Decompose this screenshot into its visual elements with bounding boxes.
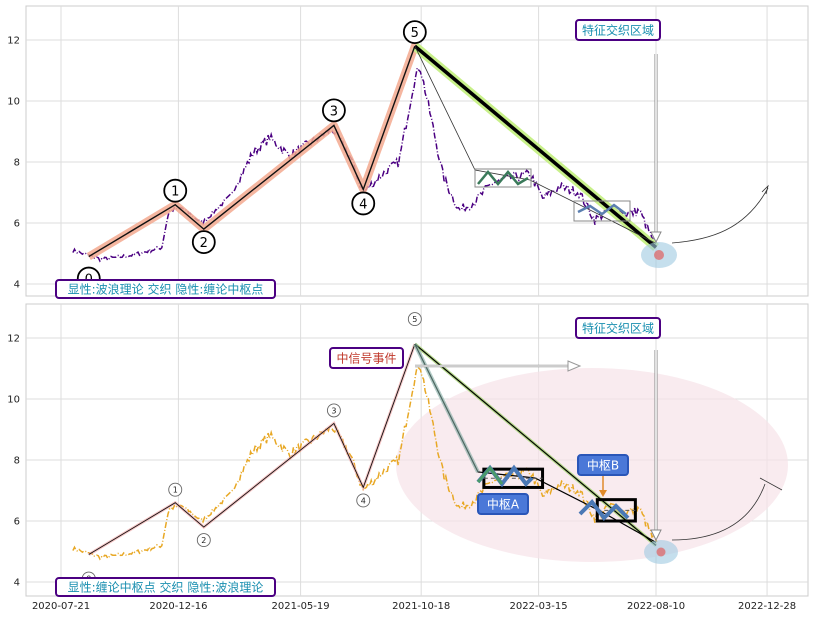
wave-label-circle <box>191 230 216 255</box>
pivot-zigzag-a <box>477 170 529 186</box>
pivot-zigzag-b <box>578 498 630 522</box>
panel-top: 4681012012345特征交织区域显性:波浪理论 交织 隐性:缠论中枢点 <box>7 5 809 299</box>
legend-label-box <box>55 577 276 597</box>
projection-arrowhead <box>761 184 769 195</box>
signal-event-label-text: 中信号事件 <box>336 351 396 366</box>
pivot-box-small-a <box>474 168 532 188</box>
projection-curve <box>671 483 766 541</box>
wave-small-circle <box>326 403 341 418</box>
y-tick-label: 4 <box>14 578 20 589</box>
wave-label-2: 2 <box>200 236 208 251</box>
y-tick-label: 6 <box>14 517 20 528</box>
x-tick-label: 2020-12-16 <box>149 601 207 612</box>
wave-label-circle <box>351 191 376 216</box>
y-tick-label: 8 <box>14 456 20 467</box>
wave-label-circle <box>322 98 346 123</box>
wave-label-circle <box>163 178 188 203</box>
y-tick-label: 8 <box>14 158 20 169</box>
panel-bottom: 4681012012345特征交织区域中信号事件中枢A中枢B显性:缠论中枢点 交… <box>7 303 809 597</box>
pivot-a-label-box <box>477 493 529 515</box>
signal-arrow-head <box>567 360 582 372</box>
x-tick-label: 2020-07-21 <box>32 601 90 612</box>
x-tick-label: 2022-12-28 <box>738 601 796 612</box>
x-tick-label: 2022-08-10 <box>627 601 685 612</box>
price-line <box>72 364 658 561</box>
secondary-line <box>414 45 657 244</box>
wave-small-label-2: 2 <box>201 536 206 545</box>
wave-small-circle <box>168 482 183 497</box>
feature-zone-label-box <box>575 19 661 41</box>
wave-small-circle <box>407 312 422 327</box>
pivot-zigzag-b <box>577 203 627 216</box>
wave-label-5: 5 <box>411 26 419 41</box>
y-tick-label: 12 <box>7 334 20 345</box>
feature-zone-label-text: 特征交织区域 <box>582 23 654 38</box>
wave-label-4: 4 <box>359 197 367 212</box>
wave-small-label-4: 4 <box>361 496 366 505</box>
y-tick-label: 4 <box>14 280 20 291</box>
pivot-b-label-text: 中枢B <box>587 458 619 473</box>
wave-5-leg <box>414 343 657 546</box>
wave-5-leg <box>413 44 658 249</box>
wave-line <box>88 45 416 258</box>
wave-line <box>88 343 416 555</box>
wave-label-1: 1 <box>171 185 179 200</box>
x-tick-label: 2021-10-18 <box>392 601 450 612</box>
wave-label-3: 3 <box>330 104 338 119</box>
projection-tick <box>759 477 783 491</box>
y-tick-label: 10 <box>7 395 20 406</box>
wave-small-circle <box>356 493 371 508</box>
legend-label-text: 显性:缠论中枢点 交织 隐性:波浪理论 <box>68 580 264 595</box>
feature-zone-label-text: 特征交织区域 <box>582 321 654 336</box>
wave-small-label-5: 5 <box>412 315 417 324</box>
wave-small-circle <box>196 533 211 548</box>
wave-small-label-1: 1 <box>173 486 178 495</box>
x-tick-label: 2021-05-19 <box>272 601 330 612</box>
signal-event-label-box <box>329 347 404 369</box>
pivot-b-label-box <box>577 454 629 476</box>
y-tick-label: 10 <box>7 97 20 108</box>
x-tick-label: 2022-03-15 <box>510 601 568 612</box>
target-dot <box>656 547 666 557</box>
legend-label-box <box>55 279 276 299</box>
projection-curve <box>671 187 769 244</box>
pivot-zigzag-a2 <box>476 465 504 485</box>
feature-arrow-head <box>650 231 662 244</box>
pivot-b-pointer-head <box>599 490 607 497</box>
legend-label-text: 显性:波浪理论 交织 隐性:缠论中枢点 <box>68 282 264 297</box>
plot-frame <box>25 5 809 297</box>
pivot-a-label-text: 中枢A <box>487 497 520 512</box>
feature-zone-label-box <box>575 317 661 339</box>
feature-arrow-head <box>650 529 662 542</box>
y-tick-label: 12 <box>7 36 20 47</box>
target-dot <box>654 250 664 260</box>
y-tick-label: 6 <box>14 219 20 230</box>
pivot-box-small-b <box>573 200 631 222</box>
wave-label-circle <box>402 20 427 44</box>
wave-small-label-3: 3 <box>331 406 336 415</box>
